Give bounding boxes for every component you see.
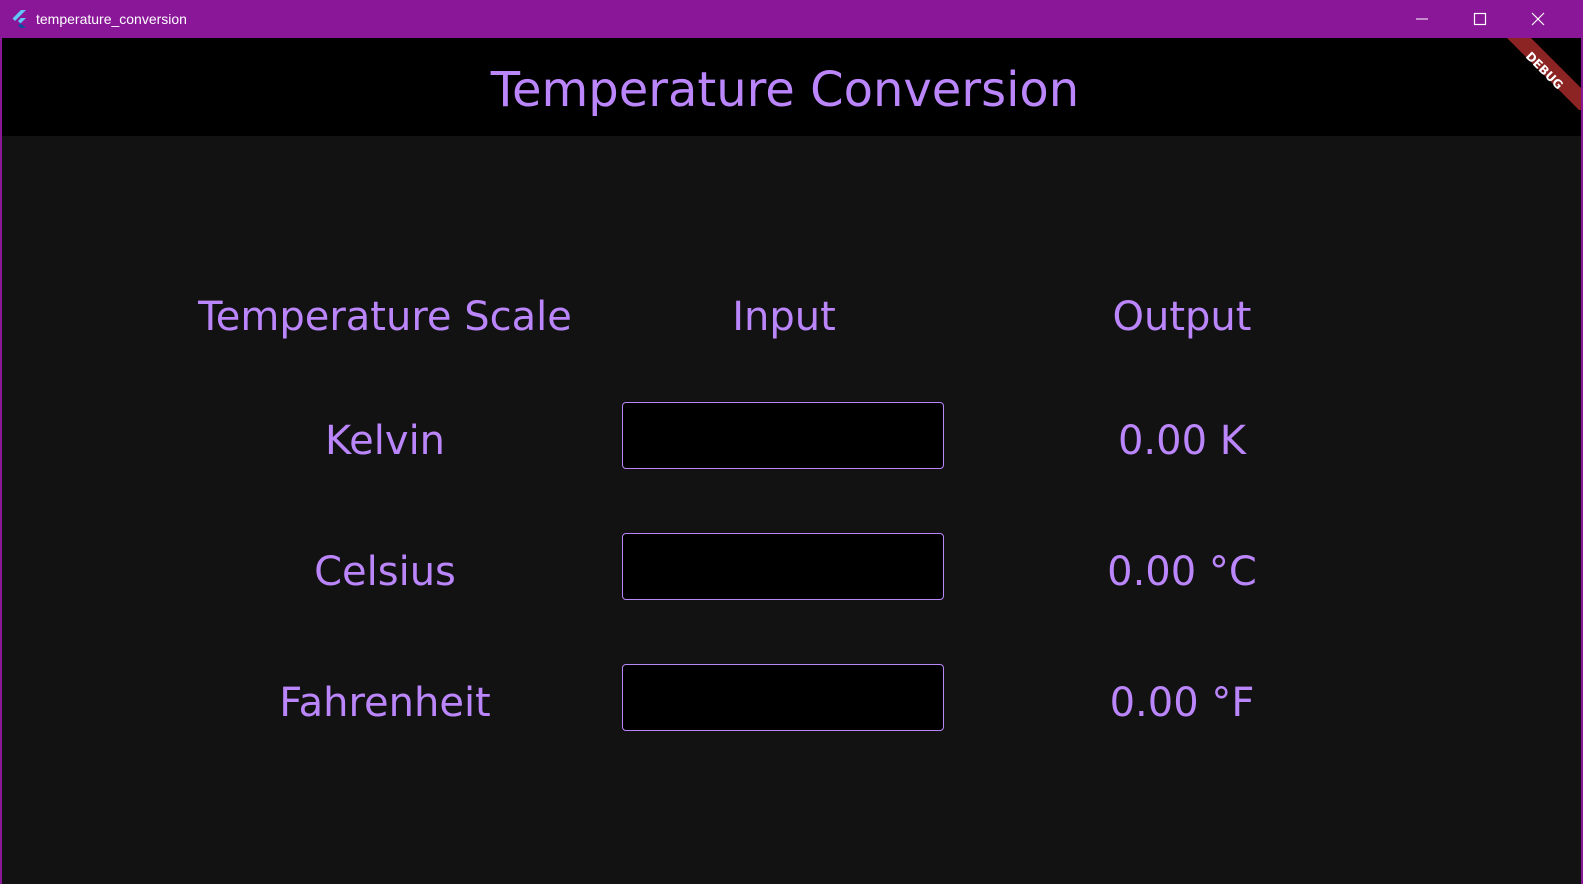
app-body: Temperature Conversion DEBUG Temperature… (2, 38, 1581, 884)
header-temperature-scale: Temperature Scale (198, 294, 572, 340)
celsius-label: Celsius (314, 549, 456, 595)
title-bar[interactable]: temperature_conversion (0, 0, 1583, 38)
fahrenheit-output: 0.00 °F (1109, 680, 1255, 726)
minimize-icon (1416, 18, 1428, 20)
kelvin-input[interactable] (622, 402, 944, 469)
header-output: Output (1112, 294, 1252, 340)
minimize-button[interactable] (1393, 0, 1451, 38)
celsius-output: 0.00 °C (1107, 549, 1257, 595)
close-icon (1531, 12, 1545, 26)
celsius-input-field[interactable] (623, 534, 943, 599)
window-title: temperature_conversion (36, 11, 187, 27)
page-title: Temperature Conversion (490, 62, 1080, 118)
celsius-input[interactable] (622, 533, 944, 600)
fahrenheit-input[interactable] (622, 664, 944, 731)
close-button[interactable] (1509, 0, 1567, 38)
kelvin-input-field[interactable] (623, 403, 943, 468)
maximize-icon (1473, 12, 1487, 26)
app-bar: Temperature Conversion (2, 38, 1581, 136)
kelvin-label: Kelvin (324, 418, 446, 464)
kelvin-output: 0.00 K (1117, 418, 1246, 464)
fahrenheit-input-field[interactable] (623, 665, 943, 730)
window-bottom-edge (0, 884, 1583, 892)
maximize-button[interactable] (1451, 0, 1509, 38)
header-input: Input (732, 294, 836, 340)
flutter-logo-icon (11, 10, 29, 28)
fahrenheit-label: Fahrenheit (279, 680, 491, 726)
